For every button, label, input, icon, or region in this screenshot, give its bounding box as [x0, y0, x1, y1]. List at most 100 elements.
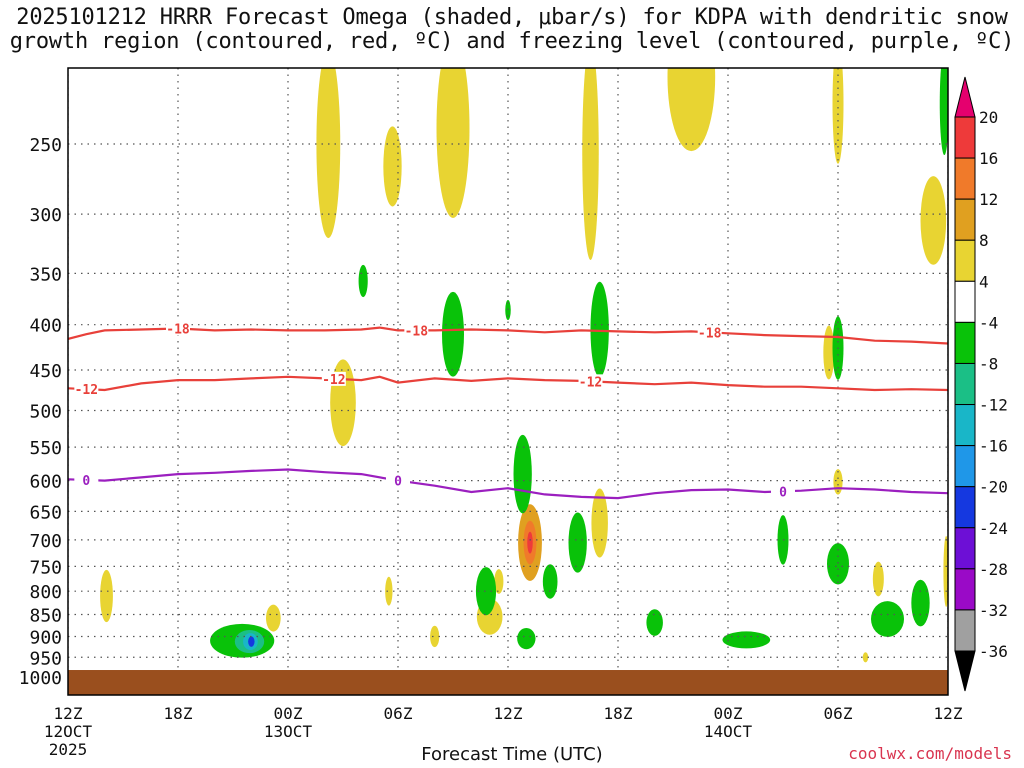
- colorbar-segment: [954, 157, 976, 200]
- y-tick-label: 300: [29, 205, 62, 226]
- contour-label: -18: [405, 324, 429, 339]
- colorbar-tick-label: -12: [979, 396, 1008, 415]
- omega-positive-region: [872, 561, 884, 597]
- omega-negative-region: [568, 512, 587, 573]
- chart-title-line-2: growth region (contoured, red, ºC) and f…: [9, 29, 1015, 54]
- omega-negative-region: [871, 601, 904, 637]
- chart-title: 2025101212 HRRR Forecast Omega (shaded, …: [0, 6, 1024, 54]
- x-axis-label: Forecast Time (UTC): [421, 744, 603, 765]
- omega-positive-region: [100, 569, 113, 623]
- omega-negative-region: [505, 300, 511, 320]
- y-tick-label: 500: [29, 402, 62, 423]
- contour-label: -12: [579, 375, 602, 390]
- colorbar-segment: [954, 239, 976, 282]
- contour-label: 0: [779, 485, 787, 500]
- colorbar-tick-label: -8: [979, 354, 998, 373]
- plot-frame: [67, 67, 949, 696]
- omega-negative-region: [827, 543, 849, 585]
- omega-negative-region: [513, 434, 532, 514]
- omega-negative-region: [442, 291, 464, 377]
- y-tick-label: 350: [29, 264, 62, 285]
- colorbar-segment: [954, 362, 976, 406]
- colorbar-segment: [954, 527, 976, 570]
- x-tick-label: 14OCT: [704, 722, 753, 741]
- omega-positive-region: [316, 68, 341, 239]
- colorbar-segment: [954, 568, 976, 611]
- omega-negative-region: [248, 636, 255, 647]
- y-tick-label: 400: [29, 316, 62, 337]
- colorbar-tick-label: 8: [979, 231, 989, 250]
- omega-negative-region: [475, 567, 497, 616]
- omega-negative-region: [517, 627, 536, 650]
- colorbar-tick-label: 20: [979, 108, 998, 127]
- x-tick-label: 00Z: [274, 704, 303, 723]
- y-tick-label: 450: [29, 361, 62, 382]
- y-tick-label: 700: [29, 531, 62, 552]
- colorbar-segment: [954, 650, 976, 692]
- contour-line: [68, 468, 948, 500]
- colorbar-tick-label: -4: [979, 313, 998, 332]
- colorbar-tick-label: -24: [979, 519, 1008, 538]
- y-tick-label: 650: [29, 502, 62, 523]
- contour-label-bg: [74, 472, 99, 487]
- colorbar-tick-label: -36: [979, 642, 1008, 661]
- contour-line: [68, 326, 948, 345]
- y-tick-label: 850: [29, 606, 62, 627]
- y-tick-label: 900: [29, 627, 62, 648]
- chart-title-line-1: 2025101212 HRRR Forecast Omega (shaded, …: [16, 5, 1008, 30]
- contour-label: 0: [394, 475, 402, 490]
- omega-positive-region: [385, 576, 393, 606]
- contour-label: -12: [322, 373, 345, 388]
- contour-label: -18: [166, 323, 190, 338]
- omega-negative-region: [911, 579, 930, 627]
- omega-negative-region: [358, 264, 368, 298]
- contour-label-bg: [321, 371, 346, 386]
- omega-positive-region: [943, 535, 948, 607]
- x-tick-label: 12Z: [54, 704, 83, 723]
- colorbar-segment: [954, 198, 976, 241]
- colorbar-segment: [954, 609, 976, 652]
- contour-label: 0: [82, 474, 90, 489]
- x-tick-label: 13OCT: [264, 722, 313, 741]
- x-tick-label: 12Z: [494, 704, 523, 723]
- omega-positive-region: [591, 488, 608, 558]
- contour-label-bg: [578, 374, 603, 389]
- omega-positive-region: [667, 68, 716, 152]
- colorbar-tick-label: -32: [979, 601, 1008, 620]
- colorbar-tick-label: 4: [979, 272, 989, 291]
- colorbar-segment: [954, 486, 976, 529]
- y-tick-label: 1000: [19, 668, 62, 689]
- omega-positive-region: [266, 604, 281, 632]
- contour-label-bg: [697, 325, 722, 340]
- omega-positive-region: [527, 531, 533, 554]
- omega-negative-region: [590, 281, 609, 378]
- omega-positive-region: [430, 625, 440, 648]
- ground-terrain: [68, 670, 948, 695]
- colorbar-segment: [954, 321, 976, 364]
- contour-label-bg: [166, 321, 190, 336]
- colorbar-segment: [954, 404, 976, 447]
- omega-positive-region: [383, 126, 402, 207]
- y-tick-label: 550: [29, 438, 62, 459]
- omega-negative-region: [646, 609, 663, 636]
- contour-label-bg: [386, 473, 410, 488]
- contour-label-bg: [404, 323, 429, 338]
- colorbar-segment: [954, 445, 976, 488]
- colorbar-tick-label: -16: [979, 437, 1008, 456]
- y-tick-label: 750: [29, 557, 62, 578]
- x-tick-label: 06Z: [384, 704, 413, 723]
- x-tick-label: 18Z: [604, 704, 633, 723]
- colorbar-segment: [954, 76, 976, 118]
- omega-positive-region: [494, 569, 504, 594]
- omega-negative-region: [939, 68, 948, 156]
- x-tick-label: 12OCT: [44, 722, 93, 741]
- y-tick-label: 800: [29, 582, 62, 603]
- omega-negative-region: [722, 631, 771, 649]
- credit-text: coolwx.com/models: [848, 744, 1012, 763]
- omega-negative-region: [542, 564, 558, 599]
- colorbar-tick-label: -20: [979, 478, 1008, 497]
- contour-label: -18: [698, 326, 722, 341]
- x-tick-label: 2025: [49, 740, 88, 759]
- contour-label: -12: [75, 383, 98, 398]
